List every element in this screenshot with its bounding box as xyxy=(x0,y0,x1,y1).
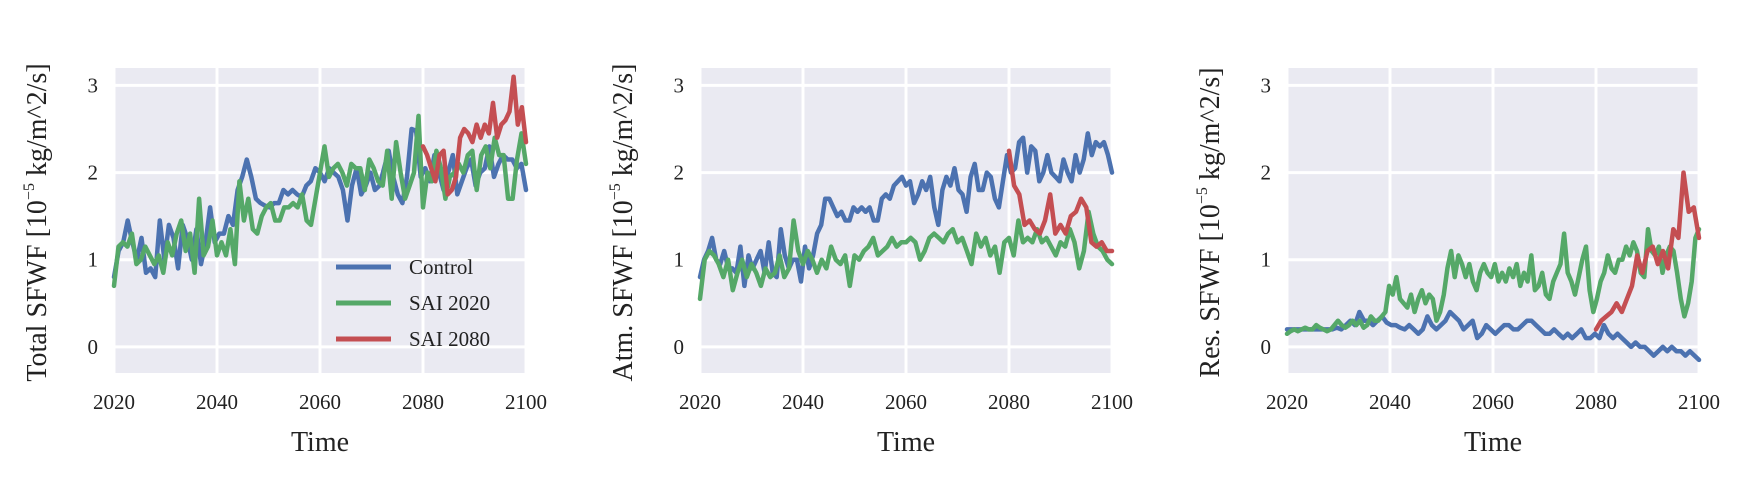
x-tick-label: 2020 xyxy=(93,390,135,414)
x-tick-label: 2080 xyxy=(402,390,444,414)
legend: Control SAI 2020 SAI 2080 xyxy=(336,255,490,351)
y-tick-label: 1 xyxy=(674,248,685,272)
y-axis-title: Res. SFWF [10−5 kg/m^2/s] xyxy=(1194,67,1226,377)
x-tick-label: 2020 xyxy=(1266,390,1308,414)
y-tick-label: 0 xyxy=(674,335,685,359)
x-tick-label: 2040 xyxy=(782,390,824,414)
series-line-control xyxy=(697,131,1115,289)
y-axis-title: Atm. SFWF [10−5 kg/m^2/s] xyxy=(607,64,639,382)
y-axis-title: Total SFWF [10−5 kg/m^2/s] xyxy=(21,63,53,381)
y-tick-label: 3 xyxy=(674,73,685,97)
y-tick-label: 3 xyxy=(88,73,99,97)
legend-label: Control xyxy=(409,255,473,279)
x-tick-label: 2060 xyxy=(299,390,341,414)
series-line-sai-2080 xyxy=(1593,170,1702,332)
y-axis-title-prefix: Atm. SFWF [10 xyxy=(608,200,639,381)
x-tick-label: 2100 xyxy=(1678,390,1720,414)
y-tick-label: 1 xyxy=(1261,248,1272,272)
y-axis-title-exponent: −5 xyxy=(1194,187,1211,204)
series-line-sai-2020 xyxy=(1284,226,1702,337)
y-tick-label: 2 xyxy=(88,161,99,185)
chart-panel-3: 2020 2040 2060 2080 2100 0 1 2 3 Time Res. SFWF [1… xyxy=(1194,67,1720,458)
x-axis-title: Time xyxy=(1464,427,1522,458)
y-tick-label: 0 xyxy=(88,335,99,359)
x-tick-label: 2040 xyxy=(196,390,238,414)
x-tick-label: 2100 xyxy=(505,390,547,414)
y-tick-label: 2 xyxy=(674,161,685,185)
legend-label: SAI 2020 xyxy=(409,291,490,315)
legend-label: SAI 2080 xyxy=(409,327,490,351)
x-tick-label: 2060 xyxy=(1472,390,1514,414)
x-tick-label: 2060 xyxy=(885,390,927,414)
y-axis-title-exponent: −5 xyxy=(21,183,38,200)
x-tick-label: 2040 xyxy=(1369,390,1411,414)
series-line-sai-2080 xyxy=(1006,148,1115,254)
x-axis-title: Time xyxy=(291,427,349,458)
y-tick-label: 0 xyxy=(1261,335,1272,359)
y-axis-title-units: kg/m^2/s] xyxy=(22,63,53,183)
x-tick-label: 2080 xyxy=(988,390,1030,414)
y-tick-label: 3 xyxy=(1261,73,1272,97)
x-tick-label: 2100 xyxy=(1091,390,1133,414)
y-axis-title-exponent: −5 xyxy=(607,183,624,200)
y-tick-label: 1 xyxy=(88,248,99,272)
chart-panel-1: 2020 2040 2060 2080 2100 0 1 2 3 Time Total SFWF [… xyxy=(21,63,547,458)
series-line-sai-2020 xyxy=(697,209,1115,302)
y-axis-title-units: kg/m^2/s] xyxy=(608,64,639,184)
x-axis-title: Time xyxy=(877,427,935,458)
y-tick-label: 2 xyxy=(1261,161,1272,185)
y-axis-title-prefix: Res. SFWF [10 xyxy=(1195,204,1226,377)
y-axis-title-prefix: Total SFWF [10 xyxy=(22,200,53,382)
x-tick-label: 2080 xyxy=(1575,390,1617,414)
x-tick-label: 2020 xyxy=(679,390,721,414)
chart-panel-2: 2020 2040 2060 2080 2100 0 1 2 3 Time Atm. SFWF [1… xyxy=(607,64,1133,458)
y-axis-title-units: kg/m^2/s] xyxy=(1195,67,1226,187)
series-line-sai-2080 xyxy=(420,74,529,197)
